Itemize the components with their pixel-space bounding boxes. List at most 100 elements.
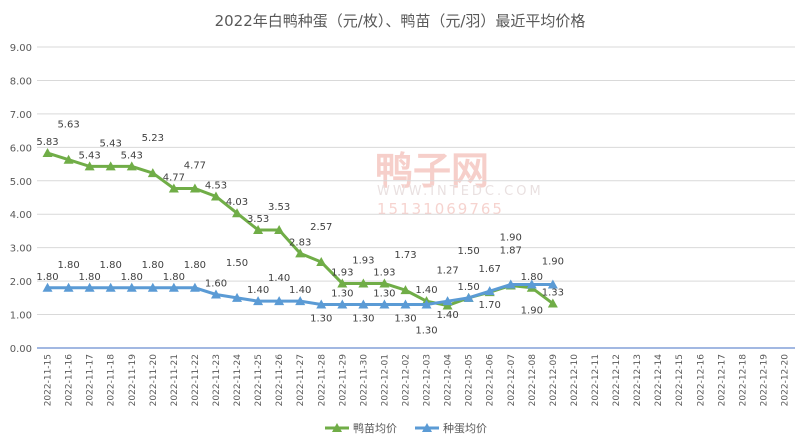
x-tick-label: 2022-12-13 (633, 354, 643, 406)
x-tick-label: 2022-12-11 (591, 354, 601, 406)
x-tick-label: 2022-11-19 (128, 354, 138, 407)
y-tick-label: 7.00 (10, 110, 32, 121)
x-tick-label: 2022-12-01 (380, 354, 390, 406)
data-point (84, 161, 95, 171)
data-point (42, 282, 53, 292)
data-label: 5.23 (142, 133, 164, 144)
data-label: 1.80 (121, 272, 143, 283)
data-label: 1.40 (268, 273, 290, 284)
x-tick-label: 2022-11-17 (86, 354, 96, 406)
data-point (168, 282, 179, 292)
data-point (126, 161, 137, 171)
data-point (105, 282, 116, 292)
data-point (526, 279, 537, 289)
data-label: 1.30 (331, 289, 353, 300)
x-tick-label: 2022-11-16 (65, 354, 75, 407)
data-point (253, 296, 264, 306)
data-point (274, 224, 285, 234)
x-tick-label: 2022-12-17 (717, 354, 727, 406)
y-tick-label: 2.00 (10, 277, 32, 288)
data-label: 1.67 (479, 264, 501, 275)
data-label: 1.40 (289, 285, 311, 296)
data-point (253, 224, 264, 234)
data-point (484, 286, 495, 296)
x-tick-label: 2022-12-20 (780, 354, 790, 407)
data-label: 1.30 (373, 289, 395, 300)
x-tick-label: 2022-12-06 (486, 354, 496, 407)
x-tick-label: 2022-12-08 (528, 354, 538, 407)
data-label: 3.53 (268, 202, 290, 213)
data-point (295, 248, 306, 258)
y-tick-label: 1.00 (10, 311, 32, 322)
data-label: 1.30 (352, 314, 374, 325)
data-label: 1.93 (373, 267, 395, 278)
x-tick-label: 2022-11-23 (212, 354, 222, 406)
data-label: 1.30 (310, 314, 332, 325)
y-tick-label: 5.00 (10, 177, 32, 188)
data-label: 1.80 (100, 260, 122, 271)
chart-title: 2022年白鸭种蛋（元/枚）、鸭苗（元/羽）最近平均价格 (214, 12, 586, 30)
y-tick-label: 9.00 (10, 43, 32, 54)
legend-marker (422, 423, 432, 432)
x-tick-label: 2022-12-05 (465, 354, 475, 406)
x-tick-label: 2022-12-10 (570, 354, 580, 407)
data-label: 2.57 (310, 222, 332, 233)
data-point (400, 285, 411, 295)
x-tick-label: 2022-11-22 (191, 354, 201, 406)
data-point (358, 278, 369, 288)
data-label: 4.77 (163, 172, 185, 183)
data-label: 1.40 (247, 285, 269, 296)
x-tick-label: 2022-11-24 (233, 354, 243, 407)
data-point (274, 296, 285, 306)
data-label: 5.43 (79, 150, 101, 161)
x-tick-label: 2022-12-19 (759, 354, 769, 407)
data-label: 1.93 (352, 255, 374, 266)
data-label: 1.40 (415, 285, 437, 296)
data-point (547, 298, 558, 308)
x-tick-label: 2022-12-15 (675, 354, 685, 406)
watermark-brand: 鸭子网 (375, 149, 490, 193)
data-label: 5.63 (57, 120, 79, 131)
watermark-url: WWW.INTEDC.COM (377, 184, 544, 199)
y-tick-label: 8.00 (10, 76, 32, 87)
data-point (210, 289, 221, 299)
x-tick-label: 2022-11-15 (44, 354, 54, 406)
data-label: 1.70 (479, 300, 501, 311)
data-point (42, 148, 53, 158)
data-point (337, 299, 348, 309)
data-label: 4.77 (184, 160, 206, 171)
data-point (189, 282, 200, 292)
y-tick-label: 0.00 (10, 344, 32, 355)
data-point (505, 279, 516, 289)
data-label: 4.53 (205, 180, 227, 191)
data-label: 1.80 (521, 272, 543, 283)
x-tick-label: 2022-11-29 (338, 354, 348, 407)
data-label: 5.43 (100, 138, 122, 149)
data-label: 1.90 (500, 232, 522, 243)
x-tick-label: 2022-12-03 (423, 354, 433, 406)
x-tick-label: 2022-11-26 (275, 354, 285, 407)
data-label: 1.87 (500, 245, 522, 256)
data-point (463, 292, 474, 302)
x-tick-label: 2022-11-25 (254, 354, 264, 406)
x-tick-label: 2022-11-30 (359, 354, 369, 407)
y-tick-label: 4.00 (10, 210, 32, 221)
data-point (84, 282, 95, 292)
data-label: 4.03 (226, 197, 248, 208)
x-tick-label: 2022-12-16 (696, 354, 706, 407)
data-point (168, 183, 179, 193)
legend-marker (332, 423, 342, 432)
data-point (547, 279, 558, 289)
data-point (63, 282, 74, 292)
data-label: 1.80 (184, 260, 206, 271)
data-label: 1.60 (205, 278, 227, 289)
data-label: 1.40 (436, 310, 458, 321)
x-tick-label: 2022-12-07 (507, 354, 517, 406)
data-point (147, 282, 158, 292)
x-tick-label: 2022-11-20 (149, 354, 159, 407)
data-point (189, 183, 200, 193)
x-tick-label: 2022-12-04 (444, 354, 454, 407)
data-label: 1.80 (142, 260, 164, 271)
